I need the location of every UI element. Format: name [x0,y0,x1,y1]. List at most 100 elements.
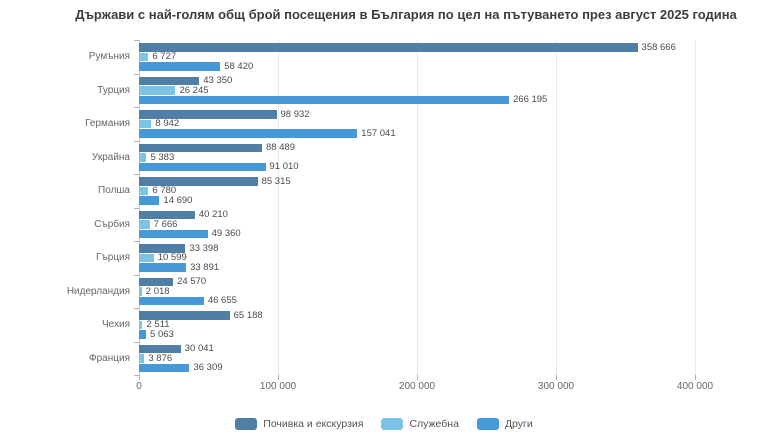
bar-value-label: 43 350 [203,75,233,86]
bar-group: 98 932 8 942 157 041 [139,107,695,141]
gridline [695,40,696,375]
bar-vacation[interactable] [139,43,638,52]
bar-other[interactable] [139,330,147,339]
bar-group: 30 041 3 876 36 309 [139,342,695,376]
bar-value-label: 10 599 [157,252,187,263]
bar-other[interactable] [139,363,190,372]
bar-value-label: 33 891 [190,261,220,273]
bar-line: 8 942 [139,119,695,128]
legend-item[interactable]: Служебна [381,418,459,430]
bar-group: 33 398 10 599 33 891 [139,241,695,275]
bar-vacation[interactable] [139,210,195,219]
bar-business[interactable] [139,287,142,296]
y-axis-category-label: Нидерландия [66,285,130,297]
y-axis-category-label: Франция [89,352,130,364]
bar-value-label: 65 188 [233,309,263,321]
bar-other[interactable] [139,296,204,305]
bar-value-label: 5 383 [150,151,175,163]
bar-line: 24 570 [139,276,695,287]
bar-line: 14 690 [139,194,695,206]
bar-other[interactable] [139,162,266,171]
bar-business[interactable] [139,320,143,329]
x-axis-tick [695,375,696,380]
bar-line: 266 195 [139,95,695,104]
gridline [278,40,279,375]
bar-business[interactable] [139,86,176,95]
bar-business[interactable] [139,186,149,195]
bar-group: 40 210 7 666 49 360 [139,208,695,242]
bar-vacation[interactable] [139,311,230,320]
y-axis-tick [134,174,139,175]
bar-line: 88 489 [139,143,695,152]
legend-item[interactable]: Почивка и екскурзия [235,418,363,430]
bar-business[interactable] [139,220,150,229]
bar-line: 49 360 [139,228,695,239]
bar-line: 2 511 [139,320,695,329]
x-axis-tick [139,375,140,380]
bar-value-label: 91 010 [269,161,299,172]
y-axis-category-label: Турция [97,84,130,96]
bar-value-label: 358 666 [641,41,676,53]
bar-line: 65 188 [139,309,695,321]
legend-label: Почивка и екскурзия [263,418,364,430]
legend-item[interactable]: Други [476,418,533,430]
y-axis-tick [134,241,139,242]
bar-line: 7 666 [139,219,695,229]
bar-vacation[interactable] [139,277,174,286]
bar-other[interactable] [139,196,160,205]
bar-value-label: 49 360 [211,228,241,239]
bar-line: 36 309 [139,362,695,373]
bar-line: 5 063 [139,328,695,340]
bar-value-label: 36 309 [193,362,223,373]
bar-value-label: 6 727 [152,51,177,62]
bar-vacation[interactable] [139,244,186,253]
x-axis-tick [278,375,279,380]
bar-other[interactable] [139,95,509,104]
bar-value-label: 24 570 [177,276,207,287]
bar-vacation[interactable] [139,143,262,152]
bar-line: 2 018 [139,286,695,296]
y-axis-category-label: Гърция [96,252,130,264]
bar-business[interactable] [139,354,145,363]
y-axis-line [139,40,140,375]
bar-business[interactable] [139,119,152,128]
bar-business[interactable] [139,153,147,162]
bar-vacation[interactable] [139,177,258,186]
plot-area: 358 666 6 727 58 420 43 350 26 245 266 195 98 … [139,40,696,375]
bar-line: 43 350 [139,75,695,86]
bar-vacation[interactable] [139,76,200,85]
bar-value-label: 26 245 [179,84,209,96]
legend-swatch-icon [476,418,499,430]
bar-value-label: 14 690 [163,194,193,206]
bar-group: 358 666 6 727 58 420 [139,40,695,74]
bar-business[interactable] [139,253,154,262]
y-axis-tick [134,207,139,209]
y-axis-tick [134,73,139,75]
bar-other[interactable] [139,229,208,238]
bar-line: 157 041 [139,128,695,138]
legend-label: Служебна [409,418,459,430]
bar-value-label: 40 210 [198,209,228,220]
y-axis-tick [134,375,139,376]
x-axis-tick-label: 400 000 [676,381,714,392]
bar-value-label: 3 876 [148,352,173,364]
y-axis-category-label: Румъния [88,51,130,63]
bar-other[interactable] [139,62,221,71]
bar-group: 88 489 5 383 91 010 [139,141,695,175]
x-axis-tick-label: 200 000 [398,381,436,392]
bar-value-label: 5 063 [150,328,174,340]
bar-line: 40 210 [139,209,695,220]
bar-other[interactable] [139,263,187,272]
bar-line: 5 383 [139,151,695,163]
bar-group: 24 570 2 018 46 655 [139,275,695,309]
bar-vacation[interactable] [139,110,277,119]
bar-other[interactable] [139,129,358,138]
bar-rows: 358 666 6 727 58 420 43 350 26 245 266 195 98 … [139,40,695,375]
bar-vacation[interactable] [139,344,181,353]
bar-group: 43 350 26 245 266 195 [139,74,695,108]
bar-line: 91 010 [139,161,695,172]
y-axis-tick [134,107,139,108]
bar-business[interactable] [139,52,149,61]
y-axis-category-label: Сърбия [94,218,130,230]
